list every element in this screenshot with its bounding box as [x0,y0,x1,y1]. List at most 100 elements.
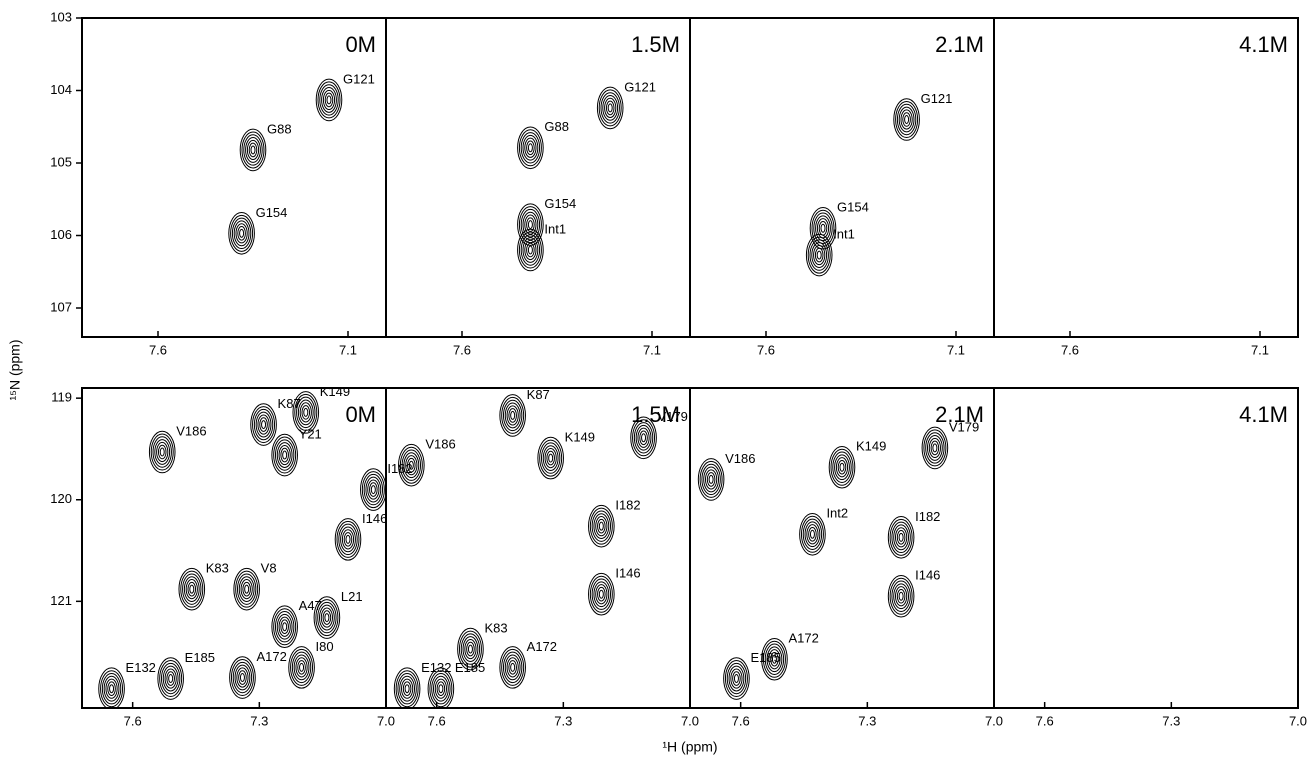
contour [238,227,246,241]
contour [838,460,846,474]
contour [926,433,944,463]
contour [598,519,606,533]
contour [437,682,445,696]
contour [249,143,257,157]
peak [888,517,914,559]
contour [819,221,827,235]
y-tick-label: 104 [50,82,72,97]
contour [167,672,175,686]
contour [634,423,652,453]
contour [833,452,851,482]
contour [344,533,352,547]
peak-label: L21 [341,589,363,604]
contour [541,443,559,473]
contour [707,473,715,487]
contour [233,662,251,692]
contour [283,623,287,631]
x-tick-label: 7.3 [858,713,876,728]
y-tick-label: 120 [50,491,72,506]
contour [439,685,443,693]
contour [318,602,336,632]
contour [275,440,293,470]
contour [528,144,532,152]
contour [817,251,821,259]
panel: 1.5M7.67.1G121G88G154Int1 [386,18,690,357]
peak [229,213,255,255]
x-tick-label: 7.0 [985,713,1003,728]
contour [601,93,619,123]
contour [897,531,905,545]
contour [339,524,357,554]
contour [188,582,196,596]
contour [323,611,331,625]
peak [894,99,920,141]
peak-label: V186 [425,437,455,452]
contour [300,663,304,671]
contour [814,213,832,243]
contour [281,620,289,634]
panel-title: 2.1M [935,32,984,57]
y-tick-label: 103 [50,9,72,24]
contour [254,409,272,439]
contour [432,673,450,703]
panel: 0M7.67.37.0119120121V186K87K149Y21I182I1… [50,384,412,729]
contour [403,682,411,696]
contour [237,574,255,604]
contour [158,445,166,459]
panel: 4.1M7.67.1 [994,18,1298,357]
contour [903,113,911,127]
contour [183,574,201,604]
peak-label: G154 [256,205,288,220]
contour [302,406,310,420]
contour [598,587,606,601]
peak [888,575,914,617]
peak-label: I182 [915,509,940,524]
panel-frame [82,18,386,337]
peak [806,234,832,276]
contour [509,409,517,423]
contour [260,418,268,432]
contour [549,454,553,462]
contour [892,581,910,611]
x-tick-label: 7.0 [681,713,699,728]
peak-label: G154 [544,196,576,211]
contour [325,614,329,622]
peak-label: I146 [615,566,640,581]
peak [316,79,342,121]
peak [538,437,564,479]
panel-frame [994,18,1298,337]
peak-label: K149 [320,384,350,399]
peak [518,229,544,271]
peak-label: G88 [544,119,569,134]
panel-title: 4.1M [1239,32,1288,57]
contour [840,463,844,471]
peak-label: E185 [185,650,215,665]
peak [158,658,184,700]
y-tick-label: 121 [50,593,72,608]
contour [102,673,120,703]
peak [500,395,526,437]
contour [467,642,475,656]
contour [304,408,308,416]
peak-label: K149 [565,430,595,445]
peak [394,668,420,710]
x-tick-label: 7.6 [1061,342,1079,357]
contour [933,444,937,452]
panel-title: 0M [345,32,376,57]
x-tick-label: 7.1 [643,342,661,357]
peak [149,431,175,473]
x-tick-label: 7.3 [554,713,572,728]
contour [727,663,745,693]
contour [190,585,194,593]
peak-label: Int1 [833,227,855,242]
peak-label: V179 [658,409,688,424]
contour [511,663,515,671]
contour [503,652,521,682]
peak-label: Int1 [544,221,566,236]
panel-frame [994,388,1298,708]
x-tick-label: 7.6 [757,342,775,357]
peak-label: V186 [725,451,755,466]
panel: 1.5M7.67.37.0V186K87K149V179I182I146K83E… [386,387,699,729]
contour [240,229,244,237]
